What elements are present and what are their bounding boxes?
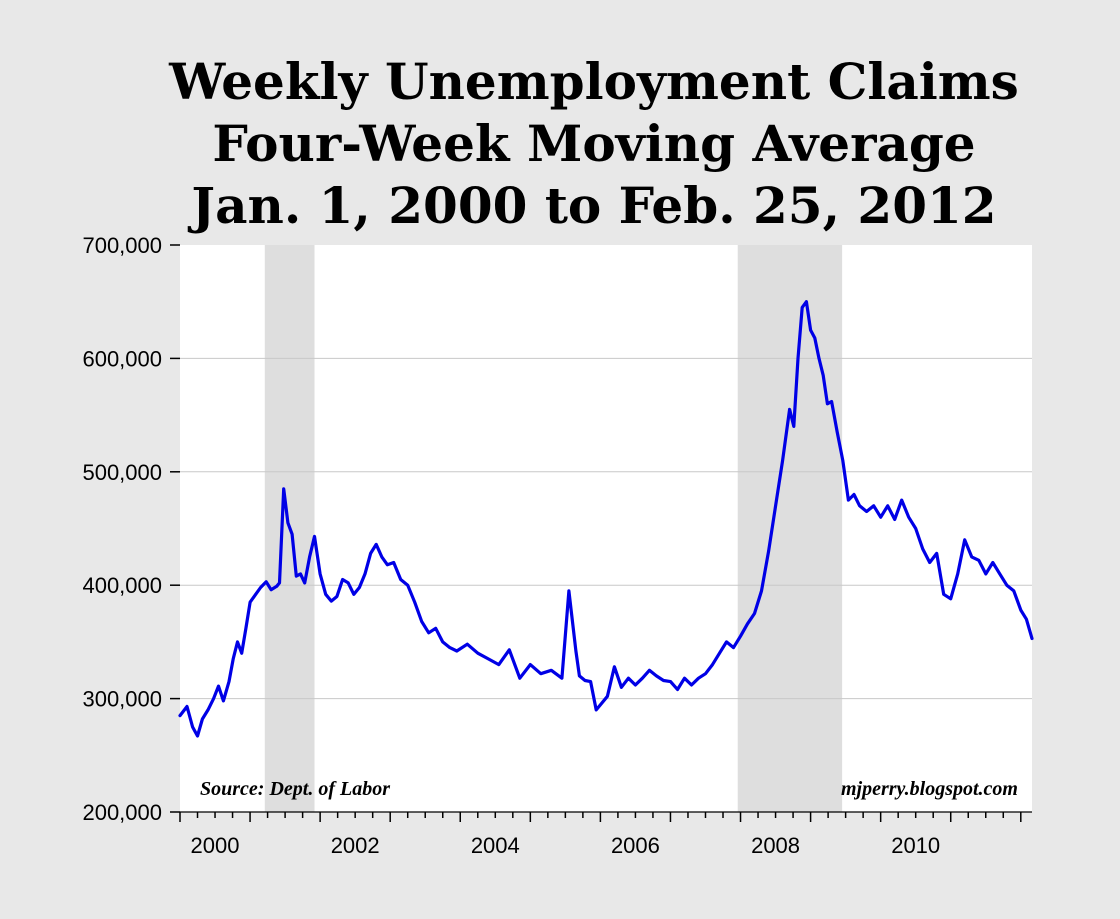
- y-tick-label-3: 400,000: [82, 573, 162, 598]
- chart-title-line-1: Weekly Unemployment Claims: [168, 52, 1019, 111]
- credit-annotation: mjperry.blogspot.com: [841, 778, 1018, 800]
- y-axis: 700,000 600,000 500,000 400,000 300,000 200,0…: [82, 233, 180, 825]
- x-tick-label-4: 2008: [751, 833, 800, 858]
- y-tick-label-0: 700,000: [82, 233, 162, 258]
- chart-title-line-2: Four-Week Moving Average: [212, 114, 975, 173]
- x-tick-label-3: 2006: [611, 833, 660, 858]
- chart-title-line-3: Jan. 1, 2000 to Feb. 25, 2012: [187, 176, 996, 235]
- chart-title: Weekly Unemployment Claims Four-Week Mov…: [168, 52, 1019, 235]
- series-line-unemployment-claims: [178, 300, 1034, 738]
- x-tick-label-2: 2004: [471, 833, 520, 858]
- y-tick-label-4: 300,000: [82, 687, 162, 712]
- source-annotation: Source: Dept. of Labor: [200, 778, 390, 800]
- x-axis: 2000 2002 2004 2006 2008 2010: [179, 811, 1032, 858]
- y-tick-label-1: 600,000: [82, 346, 162, 371]
- y-tick-label-5: 200,000: [82, 800, 162, 825]
- x-tick-label-1: 2002: [331, 833, 380, 858]
- y-tick-label-2: 500,000: [82, 460, 162, 485]
- x-tick-label-5: 2010: [891, 833, 940, 858]
- recession-band-1: [737, 245, 843, 812]
- x-tick-label-0: 2000: [191, 833, 240, 858]
- plot-area: [180, 245, 1032, 812]
